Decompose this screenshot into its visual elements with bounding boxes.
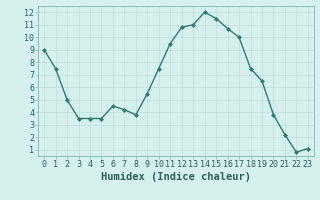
X-axis label: Humidex (Indice chaleur): Humidex (Indice chaleur): [101, 172, 251, 182]
